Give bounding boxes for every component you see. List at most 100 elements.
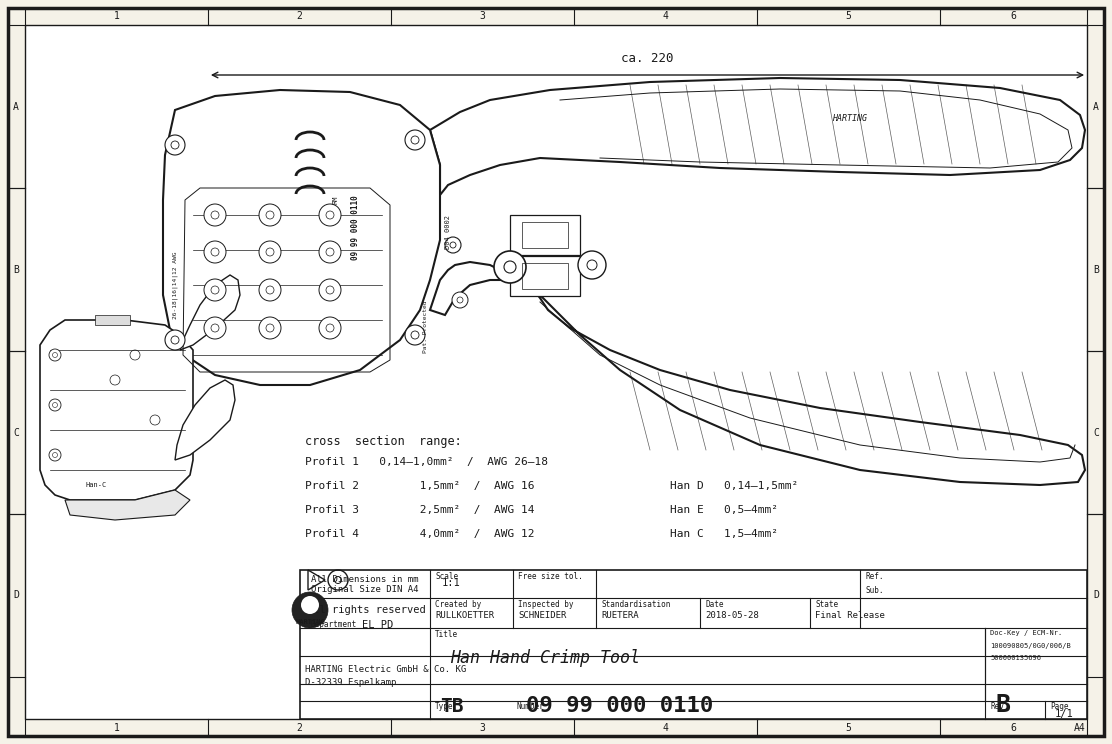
Text: Pat. Protected: Pat. Protected	[423, 300, 427, 353]
Bar	[510, 215, 580, 255]
Text: D: D	[13, 591, 19, 600]
Text: cross  section  range:: cross section range:	[305, 435, 461, 448]
Text: TB: TB	[440, 697, 464, 716]
Text: Han C   1,5–4mm²: Han C 1,5–4mm²	[671, 529, 778, 539]
Circle shape	[203, 317, 226, 339]
Text: HARTING: HARTING	[833, 114, 867, 123]
Text: RUETERA: RUETERA	[600, 611, 638, 620]
Text: Han E   0,5–4mm²: Han E 0,5–4mm²	[671, 505, 778, 515]
Circle shape	[203, 279, 226, 301]
Text: Title: Title	[435, 630, 458, 639]
Text: Profil 4         4,0mm²  /  AWG 12: Profil 4 4,0mm² / AWG 12	[305, 529, 535, 539]
Text: All Dimensions in mm: All Dimensions in mm	[311, 574, 419, 583]
Text: D-32339 Espelkamp: D-32339 Espelkamp	[305, 678, 396, 687]
Text: Profil 2         1,5mm²  /  AWG 16: Profil 2 1,5mm² / AWG 16	[305, 481, 535, 491]
Text: Original Size DIN A4: Original Size DIN A4	[311, 586, 419, 594]
Polygon shape	[430, 78, 1085, 195]
Text: 1/1: 1/1	[1055, 709, 1074, 719]
Text: A: A	[13, 101, 19, 112]
Text: Ref.: Ref.	[865, 572, 884, 581]
Text: SCHNEIDER: SCHNEIDER	[518, 611, 566, 620]
Text: HARTING Electric GmbH & Co. KG: HARTING Electric GmbH & Co. KG	[305, 665, 466, 674]
Text: A4: A4	[1074, 723, 1086, 733]
Text: D: D	[1093, 591, 1099, 600]
Circle shape	[319, 241, 341, 263]
Circle shape	[259, 241, 281, 263]
Text: 4: 4	[663, 11, 668, 21]
Circle shape	[203, 204, 226, 226]
Text: 2: 2	[297, 723, 302, 733]
Text: Number: Number	[516, 702, 544, 711]
Text: 3: 3	[479, 11, 486, 21]
Text: Han D   0,14–1,5mm²: Han D 0,14–1,5mm²	[671, 481, 798, 491]
Circle shape	[165, 330, 185, 350]
Text: 6: 6	[1011, 723, 1016, 733]
Text: 3: 3	[479, 723, 486, 733]
Text: 1: 1	[113, 723, 119, 733]
Polygon shape	[180, 275, 240, 350]
Text: D04 0002: D04 0002	[445, 215, 451, 249]
Text: Han-C: Han-C	[85, 482, 107, 488]
Text: Scale: Scale	[435, 572, 458, 581]
Text: Rev: Rev	[990, 702, 1004, 711]
Text: A: A	[1093, 101, 1099, 112]
Text: Created by: Created by	[435, 600, 481, 609]
Text: B: B	[1093, 265, 1099, 275]
Text: Profil 1   0,14–1,0mm²  /  AWG 26–18: Profil 1 0,14–1,0mm² / AWG 26–18	[305, 457, 548, 467]
Circle shape	[292, 592, 328, 628]
Text: 1: 1	[113, 11, 119, 21]
Text: 09 99 000 0110: 09 99 000 0110	[350, 195, 359, 260]
Text: B: B	[13, 265, 19, 275]
Circle shape	[451, 292, 468, 308]
Bar	[95, 315, 130, 325]
Text: 2018-05-28: 2018-05-28	[705, 611, 758, 620]
Text: 100090805/0G0/006/B: 100090805/0G0/006/B	[990, 643, 1071, 649]
Text: 2: 2	[297, 11, 302, 21]
Circle shape	[259, 279, 281, 301]
Circle shape	[405, 130, 425, 150]
Circle shape	[578, 251, 606, 279]
Text: Sub.: Sub.	[865, 586, 884, 595]
Text: Profil 3         2,5mm²  /  AWG 14: Profil 3 2,5mm² / AWG 14	[305, 505, 535, 515]
Text: C: C	[13, 428, 19, 437]
Bar	[522, 263, 568, 289]
Bar	[510, 256, 580, 296]
Polygon shape	[175, 380, 235, 460]
Circle shape	[405, 325, 425, 345]
Circle shape	[319, 204, 341, 226]
Circle shape	[259, 317, 281, 339]
Circle shape	[49, 349, 61, 361]
Circle shape	[319, 317, 341, 339]
Text: B: B	[995, 693, 1010, 717]
Polygon shape	[430, 262, 1085, 485]
Circle shape	[301, 596, 319, 614]
Circle shape	[49, 399, 61, 411]
Text: Standardisation: Standardisation	[600, 600, 671, 609]
Polygon shape	[64, 490, 190, 520]
Bar	[300, 570, 1088, 719]
Text: 09 99 000 0110: 09 99 000 0110	[526, 696, 713, 716]
Text: C: C	[1093, 428, 1099, 437]
Polygon shape	[40, 320, 193, 500]
Text: All rights reserved: All rights reserved	[307, 605, 426, 615]
Text: Type: Type	[435, 702, 454, 711]
Text: EL PD: EL PD	[363, 620, 394, 630]
Text: RULLKOETTER: RULLKOETTER	[435, 611, 494, 620]
Text: Free size tol.: Free size tol.	[518, 572, 583, 581]
Text: State: State	[815, 600, 838, 609]
Text: Inspected by: Inspected by	[518, 600, 574, 609]
Text: Final Release: Final Release	[815, 611, 885, 620]
Text: Page: Page	[1050, 702, 1069, 711]
Text: Doc-Key / ECM-Nr.: Doc-Key / ECM-Nr.	[990, 630, 1062, 636]
Circle shape	[319, 279, 341, 301]
Text: 5: 5	[845, 723, 852, 733]
Circle shape	[203, 241, 226, 263]
Text: 6: 6	[1011, 11, 1016, 21]
Text: Department: Department	[310, 620, 356, 629]
Text: Date: Date	[705, 600, 724, 609]
Text: 4: 4	[663, 723, 668, 733]
Circle shape	[165, 135, 185, 155]
Polygon shape	[163, 90, 440, 385]
Bar	[522, 222, 568, 248]
Text: RM: RM	[332, 195, 338, 204]
